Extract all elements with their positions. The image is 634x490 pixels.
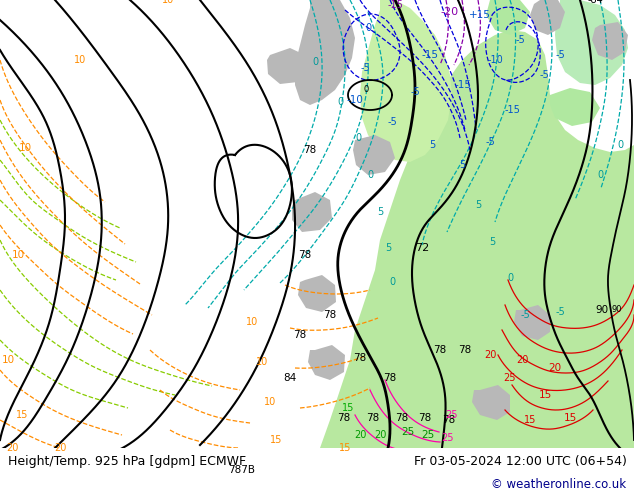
Text: 78: 78 — [294, 330, 307, 340]
Text: -5: -5 — [515, 35, 525, 45]
Text: 15: 15 — [270, 435, 282, 445]
Text: -5: -5 — [387, 117, 397, 127]
Text: 15: 15 — [524, 415, 536, 425]
Text: -5: -5 — [360, 63, 370, 73]
Text: 25: 25 — [401, 427, 415, 437]
Text: 15: 15 — [339, 443, 351, 453]
Text: 25: 25 — [446, 410, 458, 420]
Text: 84: 84 — [283, 373, 297, 383]
Text: 10: 10 — [162, 0, 174, 5]
Text: 0: 0 — [312, 57, 318, 67]
Text: 20: 20 — [374, 430, 386, 440]
Text: Height/Temp. 925 hPa [gdpm] ECMWF: Height/Temp. 925 hPa [gdpm] ECMWF — [8, 455, 246, 468]
Text: -10: -10 — [487, 55, 503, 65]
Text: 10: 10 — [256, 357, 268, 367]
Text: 78: 78 — [434, 345, 446, 355]
Text: 78: 78 — [366, 413, 380, 423]
Text: 0: 0 — [507, 273, 513, 283]
Text: 5: 5 — [459, 160, 465, 170]
Text: 10: 10 — [246, 317, 258, 327]
Text: 78: 78 — [337, 413, 351, 423]
Text: 78: 78 — [353, 353, 366, 363]
Text: 10: 10 — [264, 397, 276, 407]
Text: 78: 78 — [304, 145, 316, 155]
Text: -5: -5 — [520, 310, 530, 320]
Polygon shape — [514, 305, 550, 340]
Polygon shape — [592, 22, 628, 60]
Text: 78: 78 — [396, 413, 409, 423]
Text: 10: 10 — [1, 355, 15, 365]
Text: -20: -20 — [441, 7, 459, 17]
Text: 5: 5 — [429, 140, 435, 150]
Text: 0: 0 — [597, 170, 603, 180]
Polygon shape — [550, 88, 600, 126]
Text: 5: 5 — [475, 200, 481, 210]
Text: +15: +15 — [469, 10, 491, 20]
Text: 10: 10 — [11, 250, 25, 260]
Polygon shape — [267, 48, 308, 84]
Text: 15: 15 — [564, 413, 577, 423]
Text: 15: 15 — [342, 403, 354, 413]
Text: 5: 5 — [489, 237, 495, 247]
Text: -5: -5 — [485, 137, 495, 147]
Polygon shape — [530, 0, 565, 35]
Polygon shape — [298, 275, 336, 312]
Text: -5: -5 — [539, 70, 549, 80]
Text: -15: -15 — [455, 80, 472, 90]
Text: 90: 90 — [595, 305, 609, 315]
Text: 20: 20 — [516, 355, 528, 365]
Polygon shape — [472, 385, 510, 420]
Text: 78: 78 — [323, 310, 337, 320]
Text: 25: 25 — [422, 430, 435, 440]
Text: 0: 0 — [355, 133, 361, 143]
Polygon shape — [295, 0, 355, 105]
Text: 0: 0 — [363, 85, 368, 94]
Text: 5: 5 — [385, 243, 391, 253]
Text: 78: 78 — [299, 250, 312, 260]
Polygon shape — [360, 0, 452, 162]
Polygon shape — [486, 0, 530, 35]
Polygon shape — [308, 345, 345, 380]
Text: -15: -15 — [504, 105, 520, 115]
Text: 0: 0 — [617, 140, 623, 150]
Text: 787B: 787B — [228, 465, 256, 475]
Polygon shape — [353, 135, 395, 175]
Text: 78: 78 — [458, 345, 472, 355]
Text: 15: 15 — [538, 390, 552, 400]
Text: 0: 0 — [389, 277, 395, 287]
Text: -84: -84 — [587, 0, 603, 5]
Text: 10: 10 — [18, 143, 32, 153]
Text: -15: -15 — [422, 50, 439, 60]
Text: -5: -5 — [410, 87, 420, 97]
Text: 72: 72 — [415, 243, 429, 253]
Text: 0: 0 — [337, 97, 343, 107]
Polygon shape — [555, 0, 628, 85]
Text: 0: 0 — [365, 23, 371, 33]
Polygon shape — [320, 30, 634, 448]
Text: 20: 20 — [354, 430, 366, 440]
Text: 78: 78 — [384, 373, 397, 383]
Text: 20: 20 — [6, 443, 18, 453]
Text: -15: -15 — [387, 0, 403, 10]
Text: -5: -5 — [555, 50, 565, 60]
Text: 15: 15 — [16, 410, 28, 420]
Text: 25: 25 — [504, 373, 516, 383]
Text: Fr 03-05-2024 12:00 UTC (06+54): Fr 03-05-2024 12:00 UTC (06+54) — [413, 455, 626, 468]
Text: -5: -5 — [555, 307, 565, 317]
Text: 90: 90 — [612, 305, 622, 315]
Text: 10: 10 — [74, 55, 86, 65]
Text: 20: 20 — [54, 443, 66, 453]
Text: 78: 78 — [443, 415, 456, 425]
Text: -10: -10 — [347, 95, 363, 105]
Text: 25: 25 — [442, 433, 454, 443]
Text: 0: 0 — [367, 170, 373, 180]
Text: 20: 20 — [548, 363, 562, 373]
Text: 20: 20 — [484, 350, 496, 360]
Text: 5: 5 — [377, 207, 383, 217]
Polygon shape — [292, 192, 332, 232]
Text: © weatheronline.co.uk: © weatheronline.co.uk — [491, 478, 626, 490]
Text: 78: 78 — [418, 413, 432, 423]
